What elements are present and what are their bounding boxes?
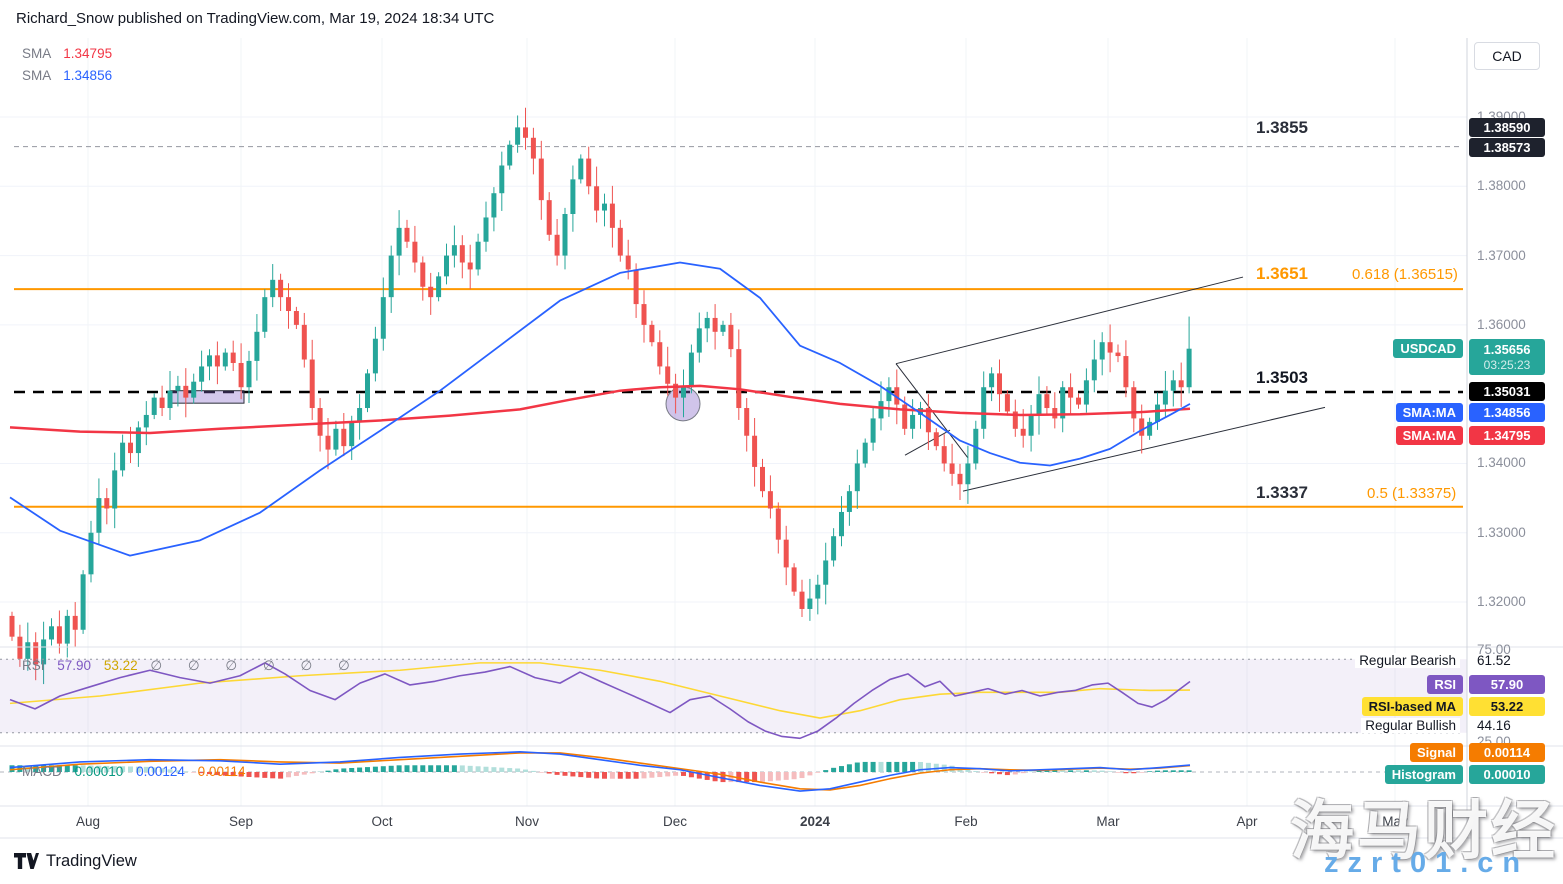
time-axis-label-2024: 2024 bbox=[799, 814, 831, 829]
rsi-value: 57.90 bbox=[57, 658, 92, 673]
fib-05-note: 0.5 (1.33375) bbox=[1367, 485, 1457, 502]
publication-title: Richard_Snow published on TradingView.co… bbox=[16, 10, 495, 27]
price-tick: 1.38000 bbox=[1477, 178, 1526, 194]
pattern-high-badge: 1.38590 bbox=[1469, 118, 1545, 137]
time-axis-label-oct: Oct bbox=[371, 814, 393, 829]
time-axis-label-nov: Nov bbox=[514, 814, 539, 829]
watermark-chinese: 海马财经 bbox=[1290, 795, 1558, 867]
macd-legend[interactable]: MACD 0.00010 0.00124 0.00114 bbox=[22, 764, 245, 779]
histogram-price-badge: 0.00010 bbox=[1469, 765, 1545, 784]
currency-button[interactable]: CAD bbox=[1474, 42, 1540, 70]
level-label-13855: 1.3855 bbox=[1256, 118, 1308, 137]
sma-fast-chart-badge: SMA:MA bbox=[1395, 426, 1463, 445]
level-label-13651: 1.3651 bbox=[1256, 264, 1308, 283]
level-label-13337: 1.3337 bbox=[1256, 483, 1308, 502]
regular-bullish-value: 44.16 bbox=[1477, 718, 1511, 733]
fib-0618-note: 0.618 (1.36515) bbox=[1352, 266, 1458, 283]
symbol-badge: USDCAD bbox=[1393, 339, 1463, 358]
rsi-scale-tick: 75.00 bbox=[1477, 642, 1511, 657]
sma-slow-value: 1.34856 bbox=[63, 68, 113, 83]
tradingview-icon bbox=[14, 853, 39, 869]
time-axis-label-dec: Dec bbox=[662, 814, 687, 829]
rsi-divergence-empties: ∅ ∅ ∅ ∅ ∅ ∅ bbox=[150, 658, 361, 673]
last-price-value: 1.35656 bbox=[1483, 342, 1531, 357]
sma-fast-value: 1.34795 bbox=[63, 46, 113, 61]
macd-line-value: 0.00124 bbox=[136, 764, 185, 779]
close-line-badge: 1.35031 bbox=[1469, 382, 1545, 401]
sma-slow-label: SMA bbox=[22, 68, 51, 83]
price-tick: 1.33000 bbox=[1477, 524, 1526, 540]
sma-fast-price-badge: 1.34795 bbox=[1469, 426, 1545, 445]
rsi-name: RSI bbox=[22, 658, 45, 673]
sma-slow-chart-badge: SMA:MA bbox=[1395, 403, 1463, 422]
time-axis-label-mar: Mar bbox=[1096, 814, 1120, 829]
macd-hist-value: 0.00010 bbox=[74, 764, 124, 779]
price-tick: 1.32000 bbox=[1477, 594, 1526, 610]
level-label-13503: 1.3503 bbox=[1256, 368, 1308, 387]
rsi-legend[interactable]: RSI 57.90 53.22 ∅ ∅ ∅ ∅ ∅ ∅ bbox=[22, 658, 361, 674]
rsi-price-badge: 57.90 bbox=[1469, 675, 1545, 694]
regular-bearish-value: 61.52 bbox=[1477, 653, 1511, 668]
legend-sma-slow[interactable]: SMA 1.34856 bbox=[22, 68, 112, 83]
time-axis-label-feb: Feb bbox=[954, 814, 978, 829]
last-price-badge: 1.35656 03:25:23 bbox=[1469, 339, 1545, 375]
signal-price-badge: 0.00114 bbox=[1469, 743, 1545, 762]
time-axis-label-may: May bbox=[1382, 814, 1408, 829]
rsi-chart-badge: RSI bbox=[1427, 675, 1463, 694]
price-tick: 1.34000 bbox=[1477, 455, 1526, 471]
macd-name: MACD bbox=[22, 764, 62, 779]
time-axis-label-sep: Sep bbox=[228, 814, 254, 829]
bar-countdown: 03:25:23 bbox=[1483, 358, 1531, 372]
macd-signal-value: 0.00114 bbox=[197, 764, 246, 779]
legend-sma-fast[interactable]: SMA 1.34795 bbox=[22, 46, 112, 61]
time-axis-label-aug: Aug bbox=[75, 814, 101, 829]
time-axis-label-apr: Apr bbox=[1236, 814, 1258, 829]
sma-fast-label: SMA bbox=[22, 46, 51, 61]
price-tick: 1.37000 bbox=[1477, 247, 1526, 263]
price-tick: 1.36000 bbox=[1477, 316, 1526, 332]
watermark-url: zzrt01.cn bbox=[1324, 847, 1530, 879]
sma-slow-price-badge: 1.34856 bbox=[1469, 403, 1545, 422]
signal-chart-badge: Signal bbox=[1409, 743, 1463, 762]
level-13857-badge: 1.38573 bbox=[1469, 138, 1545, 157]
tradingview-brand-text: TradingView bbox=[46, 852, 137, 870]
histogram-chart-badge: Histogram bbox=[1384, 765, 1463, 784]
regular-bullish-label: Regular Bullish bbox=[1361, 718, 1460, 733]
tradingview-logo[interactable]: TradingView bbox=[14, 852, 137, 871]
rsi-ma-chart-badge: RSI-based MA bbox=[1361, 697, 1463, 716]
rsi-ma-price-badge: 53.22 bbox=[1469, 697, 1545, 716]
rsi-ma-value: 53.22 bbox=[103, 658, 138, 673]
regular-bearish-label: Regular Bearish bbox=[1355, 653, 1460, 668]
